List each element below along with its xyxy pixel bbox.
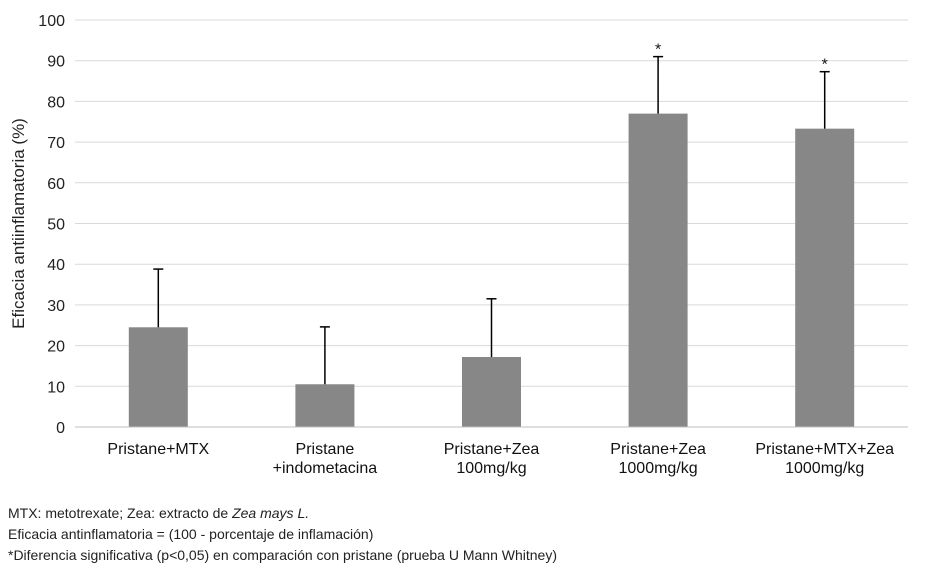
y-tick-label: 50 <box>47 217 65 234</box>
x-tick-label: 1000mg/kg <box>785 460 864 477</box>
y-tick-label: 0 <box>56 420 65 437</box>
x-tick-label: Pristane+MTX+Zea <box>755 441 894 458</box>
note-abbreviations-text: MTX: metotrexate; Zea: extracto de <box>8 505 233 521</box>
bar <box>628 113 688 428</box>
x-tick-label: +indometacina <box>273 460 378 477</box>
note-abbreviations: MTX: metotrexate; Zea: extracto de Zea m… <box>8 503 557 524</box>
x-tick-label: 100mg/kg <box>456 460 526 477</box>
y-tick-label: 100 <box>38 13 65 30</box>
y-tick-label: 10 <box>47 379 65 396</box>
bars <box>128 113 855 428</box>
y-tick-label: 30 <box>47 298 65 315</box>
y-axis-ticks: 0 10 20 30 40 50 60 70 80 90 100 <box>38 13 65 437</box>
significance-star: * <box>822 57 828 74</box>
bar <box>462 356 521 427</box>
bar <box>128 327 188 427</box>
note-efficacy-definition: Eficacia antinflamatoria = (100 - porcen… <box>8 526 374 542</box>
gridlines <box>75 19 908 387</box>
bar <box>795 128 855 427</box>
error-bars <box>153 55 830 385</box>
x-tick-label: Pristane+Zea <box>610 441 706 458</box>
x-axis-labels: Pristane+MTX Pristane +indometacina Pristan… <box>107 441 894 477</box>
chart-notes: MTX: metotrexate; Zea: extracto de Zea m… <box>8 503 557 566</box>
y-tick-label: 40 <box>47 257 65 274</box>
significance-markers: ** <box>655 42 828 74</box>
note-species-name: Zea mays L. <box>232 505 310 521</box>
y-tick-label: 80 <box>47 94 65 111</box>
bar <box>295 384 355 427</box>
significance-star: * <box>655 42 661 59</box>
y-tick-label: 70 <box>47 135 65 152</box>
y-tick-label: 60 <box>47 176 65 193</box>
note-significance: *Diferencia significativa (p<0,05) en co… <box>8 547 557 563</box>
y-tick-label: 20 <box>47 339 65 356</box>
y-axis-label: Eficacia antiinflamatoria (%) <box>9 118 28 329</box>
y-tick-label: 90 <box>47 54 65 71</box>
x-tick-label: Pristane+Zea <box>444 441 540 458</box>
x-tick-label: Pristane+MTX <box>107 441 209 458</box>
x-tick-label: 1000mg/kg <box>619 460 698 477</box>
x-tick-label: Pristane <box>296 441 355 458</box>
